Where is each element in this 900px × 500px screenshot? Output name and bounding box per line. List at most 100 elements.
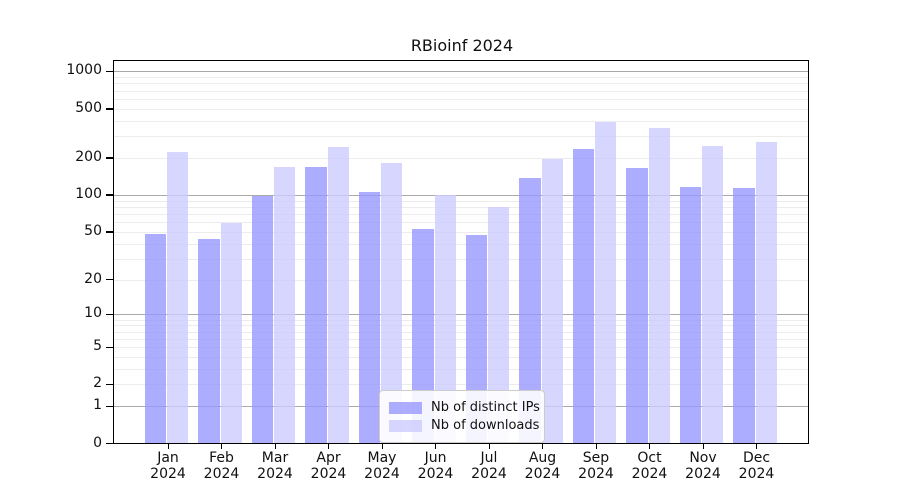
y-tick-mark bbox=[106, 194, 113, 196]
minor-gridline bbox=[114, 384, 809, 386]
minor-gridline bbox=[114, 83, 809, 85]
y-tick-mark bbox=[106, 108, 113, 110]
x-tick-label: Mar 2024 bbox=[257, 450, 293, 482]
legend: Nb of distinct IPs Nb of downloads bbox=[379, 390, 545, 443]
y-tick-label: 5 bbox=[93, 338, 102, 354]
bar-downloads bbox=[220, 223, 242, 444]
x-tick-mark bbox=[595, 444, 597, 449]
y-tick-mark bbox=[106, 383, 113, 386]
x-tick-mark bbox=[542, 444, 544, 449]
minor-gridline bbox=[114, 331, 809, 333]
minor-gridline bbox=[114, 222, 809, 224]
x-tick-mark bbox=[221, 444, 223, 449]
bar-distinct-ips bbox=[679, 187, 701, 444]
minor-gridline bbox=[114, 338, 809, 340]
y-tick-label: 20 bbox=[84, 270, 102, 287]
major-gridline bbox=[114, 194, 809, 196]
y-tick-mark bbox=[106, 231, 113, 233]
x-tick-label: Jun 2024 bbox=[417, 450, 454, 482]
bar-downloads bbox=[434, 194, 456, 444]
minor-gridline bbox=[114, 120, 809, 122]
bar-distinct-ips bbox=[305, 167, 327, 444]
y-tick-mark bbox=[106, 346, 113, 348]
x-tick-label: Dec 2024 bbox=[738, 450, 775, 482]
x-tick-label: May 2024 bbox=[364, 450, 400, 482]
bar-distinct-ips bbox=[251, 196, 273, 444]
x-tick-mark bbox=[756, 444, 758, 449]
legend-label-distinct-ips: Nb of distinct IPs bbox=[431, 400, 540, 415]
minor-gridline bbox=[114, 319, 809, 321]
x-tick-mark bbox=[167, 444, 169, 449]
x-tick-label: Nov 2024 bbox=[685, 450, 721, 482]
y-tick-label: 500 bbox=[75, 99, 102, 116]
legend-row-downloads: Nb of downloads bbox=[389, 418, 539, 433]
bar-downloads bbox=[702, 146, 723, 444]
minor-gridline bbox=[114, 243, 809, 245]
bar-distinct-ips bbox=[733, 187, 755, 444]
minor-gridline bbox=[114, 231, 809, 233]
y-tick-label: 50 bbox=[84, 222, 102, 239]
y-tick-label: 200 bbox=[75, 148, 102, 165]
y-tick-mark bbox=[106, 157, 113, 159]
x-tick-label: Oct 2024 bbox=[631, 450, 668, 482]
bar-downloads bbox=[595, 122, 616, 444]
x-tick-label: Jul 2024 bbox=[471, 450, 507, 482]
minor-gridline bbox=[114, 279, 809, 281]
x-tick-label: Sep 2024 bbox=[578, 450, 614, 482]
major-gridline bbox=[114, 71, 809, 73]
y-tick-label: 1 bbox=[93, 397, 102, 414]
y-tick-mark bbox=[106, 279, 113, 281]
y-tick-mark bbox=[106, 405, 113, 407]
bar-distinct-ips bbox=[572, 149, 594, 444]
x-tick-mark bbox=[328, 444, 330, 449]
plot-area-frame bbox=[113, 60, 809, 444]
bar-downloads bbox=[541, 159, 563, 444]
minor-gridline bbox=[114, 213, 809, 215]
y-tick-mark bbox=[106, 70, 113, 73]
bar-downloads bbox=[381, 163, 402, 444]
minor-gridline bbox=[114, 206, 809, 208]
x-tick-label: Feb 2024 bbox=[203, 450, 240, 482]
legend-row-distinct-ips: Nb of distinct IPs bbox=[389, 400, 540, 415]
bar-distinct-ips bbox=[519, 178, 541, 444]
y-tick-label: 0 bbox=[93, 434, 102, 451]
minor-gridline bbox=[114, 77, 809, 79]
x-tick-mark bbox=[274, 444, 276, 449]
minor-gridline bbox=[114, 347, 809, 348]
x-tick-label: Aug 2024 bbox=[524, 450, 561, 482]
legend-label-downloads: Nb of downloads bbox=[431, 418, 540, 433]
y-tick-mark bbox=[106, 313, 113, 316]
minor-gridline bbox=[114, 258, 809, 260]
x-tick-mark bbox=[381, 444, 383, 449]
y-tick-label: 2 bbox=[93, 375, 102, 392]
minor-gridline bbox=[114, 98, 809, 100]
y-tick-mark bbox=[106, 443, 113, 445]
minor-gridline bbox=[114, 368, 809, 370]
bar-distinct-ips bbox=[198, 238, 220, 444]
legend-swatch-downloads-icon bbox=[389, 419, 422, 432]
chart-title: RBioinf 2024 bbox=[410, 36, 514, 55]
y-tick-label: 100 bbox=[75, 185, 102, 202]
minor-gridline bbox=[114, 90, 809, 92]
minor-gridline bbox=[114, 157, 809, 159]
legend-swatch-distinct-ips-icon bbox=[389, 401, 422, 414]
bar-distinct-ips bbox=[144, 233, 166, 444]
minor-gridline bbox=[114, 356, 809, 358]
x-tick-label: Jan 2024 bbox=[150, 450, 186, 482]
bar-downloads bbox=[488, 206, 509, 444]
x-tick-mark bbox=[488, 444, 490, 449]
minor-gridline bbox=[114, 325, 809, 327]
bar-distinct-ips bbox=[626, 168, 648, 444]
major-gridline bbox=[114, 314, 809, 316]
x-tick-mark bbox=[435, 444, 437, 449]
y-tick-label: 1000 bbox=[66, 62, 102, 79]
x-tick-mark bbox=[649, 444, 651, 449]
bar-downloads bbox=[755, 141, 777, 444]
x-tick-label: Apr 2024 bbox=[310, 450, 347, 482]
bar-downloads bbox=[648, 128, 670, 444]
minor-gridline bbox=[114, 200, 809, 202]
bar-downloads bbox=[327, 147, 349, 444]
y-tick-label: 10 bbox=[84, 305, 102, 322]
x-tick-mark bbox=[702, 444, 704, 449]
